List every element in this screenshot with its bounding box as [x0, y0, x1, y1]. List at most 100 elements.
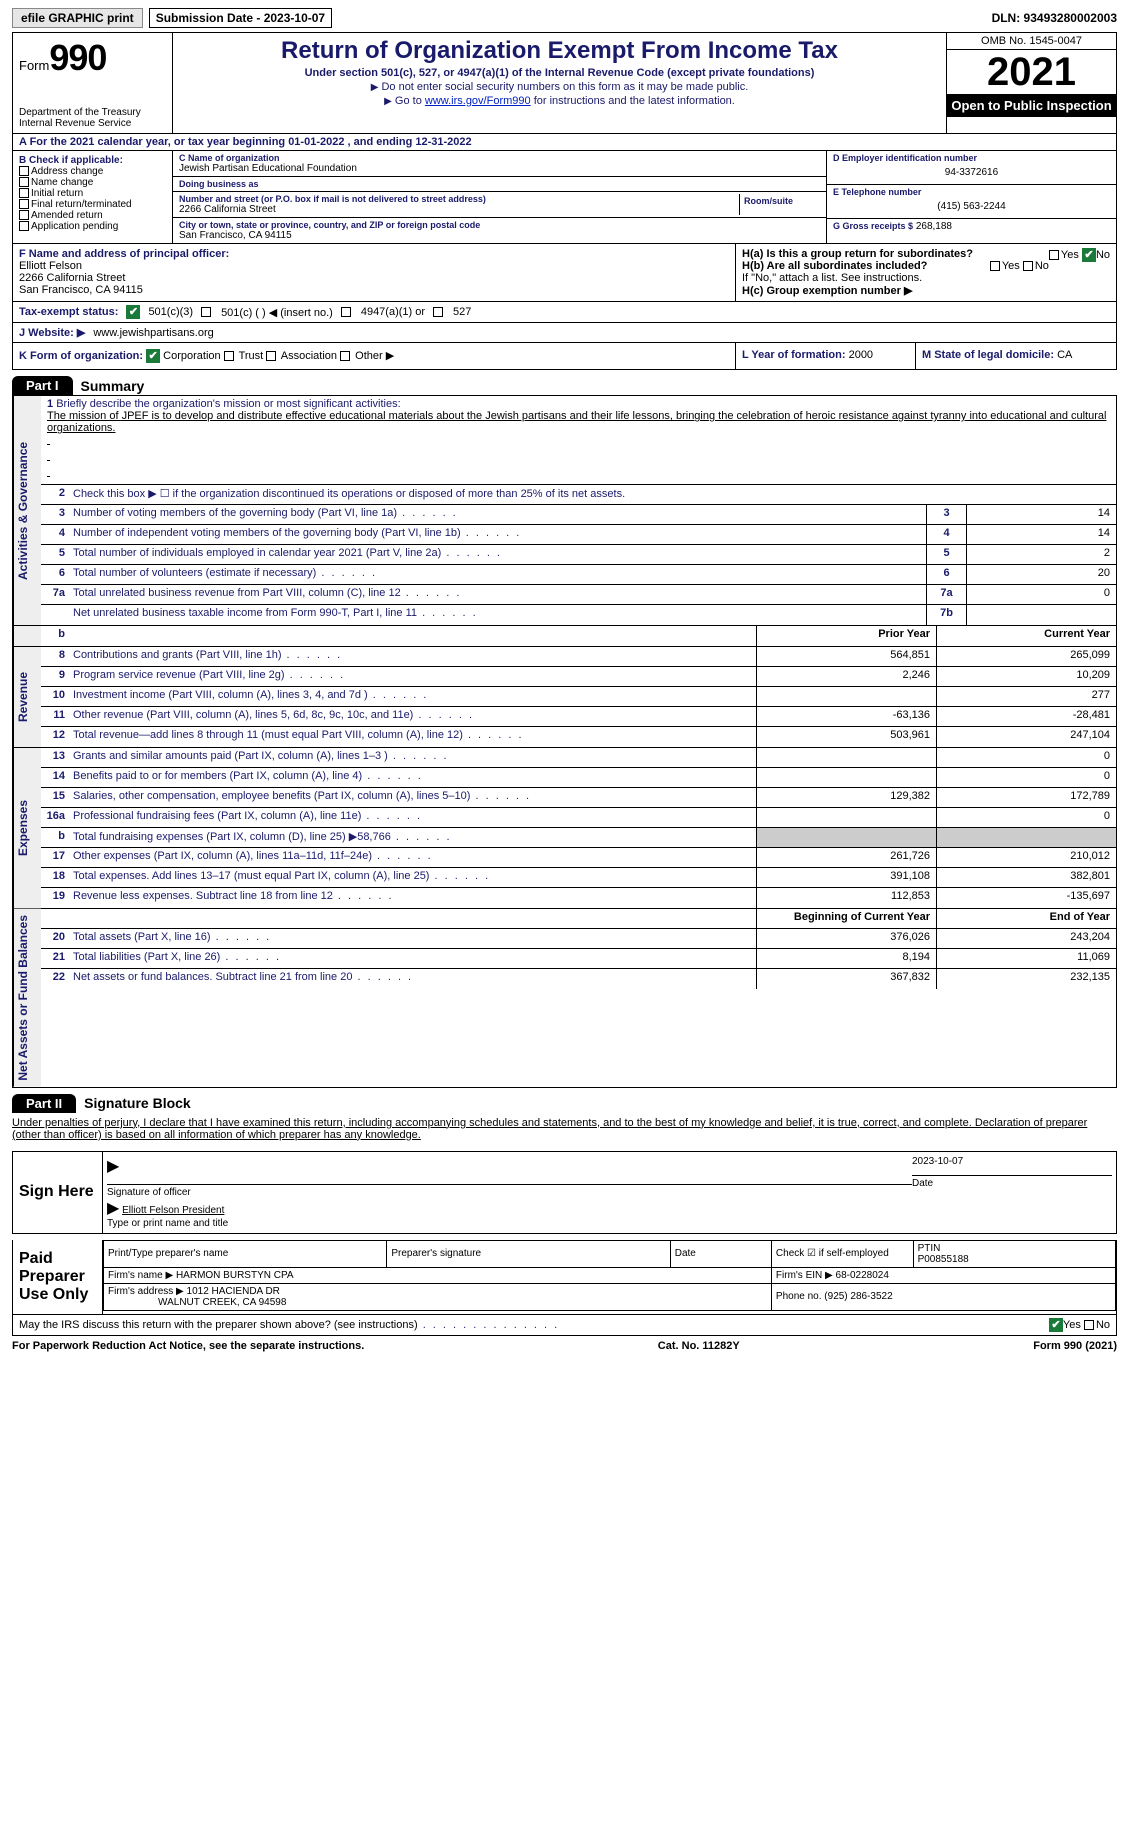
mission-text: The mission of JPEF is to develop and di… — [47, 410, 1110, 434]
summary-line: Net unrelated business taxable income fr… — [41, 605, 1116, 625]
summary-line: 6Total number of volunteers (estimate if… — [41, 565, 1116, 585]
row-k-form-org: K Form of organization: ✔ Corporation Tr… — [13, 343, 736, 369]
col-eoy: End of Year — [936, 909, 1116, 928]
row-i-tax-status: Tax-exempt status: ✔ 501(c)(3) 501(c) ( … — [12, 302, 1117, 323]
summary-line: 17Other expenses (Part IX, column (A), l… — [41, 848, 1116, 868]
tax-year: 2021 — [947, 50, 1116, 94]
column-b-checkboxes: B Check if applicable: Address change Na… — [13, 151, 173, 243]
form-note-1: ▶ Do not enter social security numbers o… — [179, 81, 940, 93]
room-label: Room/suite — [744, 196, 816, 206]
col-current-year: Current Year — [936, 626, 1116, 646]
part1-tab: Part I — [12, 376, 73, 395]
sig-date-label: Date — [912, 1178, 933, 1189]
cb-amended-return[interactable] — [19, 210, 29, 220]
cb-initial-return[interactable] — [19, 188, 29, 198]
summary-line: 7aTotal unrelated business revenue from … — [41, 585, 1116, 605]
q1-label: Briefly describe the organization's miss… — [56, 398, 400, 410]
sign-here-label: Sign Here — [13, 1152, 103, 1233]
row-a-tax-year: A For the 2021 calendar year, or tax yea… — [12, 134, 1117, 151]
dba-label: Doing business as — [179, 179, 820, 189]
check-icon: ✔ — [1049, 1318, 1063, 1332]
check-icon: ✔ — [1082, 248, 1096, 262]
org-name-label: C Name of organization — [179, 153, 820, 163]
vtab-net-assets: Net Assets or Fund Balances — [13, 909, 41, 1087]
summary-line: 22Net assets or fund balances. Subtract … — [41, 969, 1116, 989]
summary-line: 10Investment income (Part VIII, column (… — [41, 687, 1116, 707]
addr-value: 2266 California Street — [179, 204, 739, 215]
cb-address-change[interactable] — [19, 166, 29, 176]
h-a: H(a) Is this a group return for subordin… — [742, 248, 1110, 260]
q2-text: Check this box ▶ ☐ if the organization d… — [69, 485, 1116, 504]
open-to-public: Open to Public Inspection — [947, 94, 1116, 117]
summary-line: 3Number of voting members of the governi… — [41, 505, 1116, 525]
officer-name: Elliott Felson — [19, 260, 729, 272]
city-label: City or town, state or province, country… — [179, 220, 820, 230]
gross-value: 268,188 — [916, 221, 952, 232]
org-name: Jewish Partisan Educational Foundation — [179, 163, 820, 174]
col-prior-year: Prior Year — [756, 626, 936, 646]
submission-date: Submission Date - 2023-10-07 — [149, 8, 332, 28]
dept-label: Department of the Treasury Internal Reve… — [19, 107, 166, 129]
cb-application-pending[interactable] — [19, 221, 29, 231]
arrow-icon: ▶ — [107, 1158, 119, 1175]
officer-addr1: 2266 California Street — [19, 272, 729, 284]
gross-label: G Gross receipts $ — [833, 221, 913, 231]
summary-line: 20Total assets (Part X, line 16)376,0262… — [41, 929, 1116, 949]
sig-date: 2023-10-07 — [912, 1156, 1112, 1167]
footer-mid: Cat. No. 11282Y — [658, 1340, 740, 1352]
summary-line: 15Salaries, other compensation, employee… — [41, 788, 1116, 808]
part2-tab: Part II — [12, 1094, 76, 1113]
summary-line: 8Contributions and grants (Part VIII, li… — [41, 647, 1116, 667]
summary-line: 14Benefits paid to or for members (Part … — [41, 768, 1116, 788]
part2-title: Signature Block — [76, 1095, 191, 1111]
discuss-row: May the IRS discuss this return with the… — [12, 1315, 1117, 1336]
dln-label: DLN: 93493280002003 — [992, 11, 1117, 25]
check-icon: ✔ — [126, 305, 140, 319]
ein-label: D Employer identification number — [833, 153, 1110, 163]
form-header: Form990 Department of the Treasury Inter… — [12, 32, 1117, 134]
summary-line: 18Total expenses. Add lines 13–17 (must … — [41, 868, 1116, 888]
officer-addr2: San Francisco, CA 94115 — [19, 284, 729, 296]
summary-line: 19Revenue less expenses. Subtract line 1… — [41, 888, 1116, 908]
summary-line: 21Total liabilities (Part X, line 26)8,1… — [41, 949, 1116, 969]
col-boy: Beginning of Current Year — [756, 909, 936, 928]
summary-line: 4Number of independent voting members of… — [41, 525, 1116, 545]
vtab-activities: Activities & Governance — [13, 396, 41, 625]
efile-print-button[interactable]: efile GRAPHIC print — [12, 8, 143, 28]
officer-printed: Elliott Felson President — [122, 1205, 224, 1216]
summary-line: 12Total revenue—add lines 8 through 11 (… — [41, 727, 1116, 747]
officer-label: F Name and address of principal officer: — [19, 248, 729, 260]
form-number: Form990 — [19, 37, 166, 79]
cb-final-return[interactable] — [19, 199, 29, 209]
footer-right: Form 990 (2021) — [1033, 1340, 1117, 1352]
form-subtitle: Under section 501(c), 527, or 4947(a)(1)… — [179, 67, 940, 79]
vtab-revenue: Revenue — [13, 647, 41, 747]
h-c: H(c) Group exemption number ▶ — [742, 284, 1110, 297]
omb-number: OMB No. 1545-0047 — [947, 33, 1116, 50]
summary-line: bTotal fundraising expenses (Part IX, co… — [41, 828, 1116, 848]
name-title-label: Type or print name and title — [107, 1218, 1112, 1229]
summary-line: 9Program service revenue (Part VIII, lin… — [41, 667, 1116, 687]
summary-line: 5Total number of individuals employed in… — [41, 545, 1116, 565]
vtab-expenses: Expenses — [13, 748, 41, 908]
row-m-state: M State of legal domicile: CA — [916, 343, 1116, 369]
perjury-declaration: Under penalties of perjury, I declare th… — [12, 1113, 1117, 1145]
part1-title: Summary — [73, 378, 145, 394]
city-value: San Francisco, CA 94115 — [179, 230, 820, 241]
check-icon: ✔ — [146, 349, 160, 363]
paid-preparer-label: Paid Preparer Use Only — [13, 1240, 103, 1314]
line-b: b — [41, 626, 69, 646]
top-bar: efile GRAPHIC print Submission Date - 20… — [12, 8, 1117, 28]
h-b-note: If "No," attach a list. See instructions… — [742, 272, 1110, 284]
row-j-website: J Website: ▶ www.jewishpartisans.org — [12, 323, 1117, 343]
irs-link[interactable]: www.irs.gov/Form990 — [425, 95, 531, 107]
tel-label: E Telephone number — [833, 187, 1110, 197]
form-title: Return of Organization Exempt From Incom… — [179, 37, 940, 65]
preparer-table: Print/Type preparer's name Preparer's si… — [103, 1240, 1116, 1311]
ein-value: 94-3372616 — [833, 163, 1110, 182]
addr-label: Number and street (or P.O. box if mail i… — [179, 194, 739, 204]
cb-name-change[interactable] — [19, 177, 29, 187]
row-l-year: L Year of formation: 2000 — [736, 343, 916, 369]
tel-value: (415) 563-2244 — [833, 197, 1110, 216]
footer-left: For Paperwork Reduction Act Notice, see … — [12, 1340, 364, 1352]
